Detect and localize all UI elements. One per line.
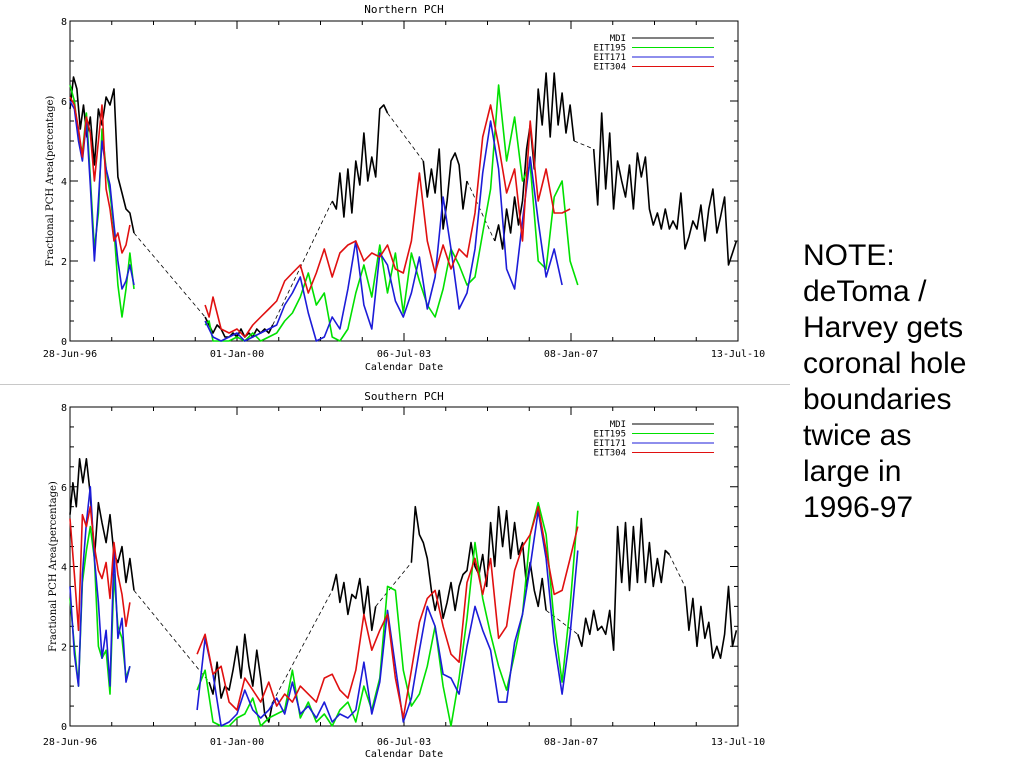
- data-gap-line: [573, 140, 594, 150]
- x-tick-label: 01-Jan-00: [210, 737, 264, 748]
- note-line: NOTE:: [803, 239, 895, 272]
- x-axis-label: Calendar Date: [365, 362, 443, 373]
- legend-label: EIT304: [593, 449, 626, 459]
- y-tick-label: 4: [61, 563, 67, 574]
- legend-label: MDI: [610, 34, 626, 44]
- series-line-eit304: [69, 96, 571, 338]
- legend-label: MDI: [610, 420, 626, 430]
- y-tick-label: 6: [61, 97, 67, 108]
- legend-label: EIT195: [593, 44, 626, 54]
- series-line-eit171: [69, 100, 563, 342]
- series-line-eit304: [69, 505, 579, 719]
- note-line: large in: [803, 455, 902, 488]
- series-line-eit171: [69, 486, 579, 727]
- plot-frame: [69, 20, 739, 342]
- legend-label: EIT171: [593, 439, 626, 449]
- note-line: twice as: [803, 419, 912, 452]
- legend-label: EIT304: [593, 63, 626, 73]
- y-tick-label: 4: [61, 177, 67, 188]
- data-gap-line: [272, 200, 333, 326]
- x-axis-label: Calendar Date: [365, 749, 443, 760]
- series-line-mdi: [69, 72, 738, 338]
- x-tick-label: 01-Jan-00: [210, 349, 264, 360]
- data-gap-line: [375, 562, 412, 607]
- y-tick-label: 8: [61, 17, 67, 28]
- data-gap-line: [133, 590, 210, 683]
- x-tick-label: 08-Jan-07: [544, 737, 598, 748]
- y-tick-label: 0: [61, 722, 67, 733]
- x-tick-label: 28-Jun-96: [43, 737, 97, 748]
- data-gap-line: [133, 232, 206, 318]
- y-axis-label: Fractional PCH Area(percentage): [48, 481, 59, 652]
- data-gap-line: [387, 112, 424, 162]
- legend-label: EIT195: [593, 430, 626, 440]
- chart-divider: [0, 384, 790, 385]
- y-axis-label: Fractional PCH Area(percentage): [45, 96, 56, 267]
- x-tick-label: 08-Jan-07: [544, 349, 598, 360]
- data-gap-line: [272, 590, 333, 703]
- note-line: boundaries: [803, 383, 952, 416]
- chart-title: Southern PCH: [364, 390, 443, 403]
- x-tick-label: 13-Jul-10: [711, 737, 765, 748]
- legend-label: EIT171: [593, 53, 626, 63]
- y-tick-label: 2: [61, 642, 67, 653]
- note-line: deToma /: [803, 275, 927, 308]
- chart-title: Northern PCH: [364, 3, 443, 16]
- y-tick-label: 2: [61, 257, 67, 268]
- y-tick-label: 6: [61, 483, 67, 494]
- x-tick-label: 28-Jun-96: [43, 349, 97, 360]
- x-tick-label: 06-Jul-03: [377, 737, 431, 748]
- data-gap-line: [668, 554, 686, 587]
- x-tick-label: 06-Jul-03: [377, 349, 431, 360]
- note-line: 1996-97: [803, 491, 914, 524]
- series-line-mdi: [69, 458, 738, 723]
- note-text: NOTE: deToma / Harvey gets coronal hole …: [803, 238, 1018, 526]
- note-line: coronal hole: [803, 347, 967, 380]
- y-tick-label: 8: [61, 403, 67, 414]
- pch-charts: Northern PCH 28-Jun-96 01-Jan-00 06-Jul-03 0…: [43, 3, 765, 760]
- x-tick-label: 13-Jul-10: [711, 349, 765, 360]
- y-tick-label: 0: [61, 337, 67, 348]
- note-line: Harvey gets: [803, 311, 964, 344]
